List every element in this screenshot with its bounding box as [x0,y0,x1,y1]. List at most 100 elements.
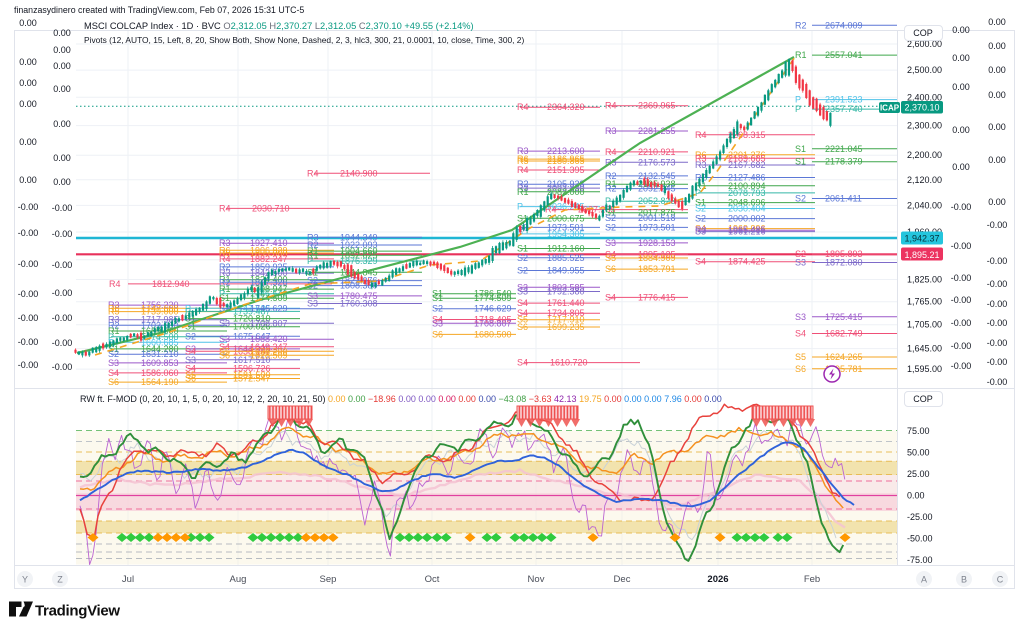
svg-text:2030.710: 2030.710 [252,203,290,213]
svg-text:R6: R6 [219,245,231,255]
svg-text:2186.965: 2186.965 [547,154,585,164]
svg-text:0.00: 0.00 [53,153,71,163]
svg-text:R4: R4 [517,102,529,112]
svg-text:0.00: 0.00 [19,175,37,185]
svg-text:1776.415: 1776.415 [638,292,676,302]
svg-text:1717.985: 1717.985 [141,315,179,325]
svg-text:S4: S4 [695,257,706,267]
svg-text:-0.00: -0.00 [951,241,972,251]
svg-text:-0.00: -0.00 [987,279,1008,289]
svg-text:-0.00: -0.00 [987,338,1008,348]
svg-text:0.00: 0.00 [19,137,37,147]
svg-text:1708.807: 1708.807 [474,318,512,328]
svg-text:R1: R1 [307,250,319,260]
svg-text:0.00: 0.00 [952,53,970,63]
svg-text:R1: R1 [108,326,120,336]
svg-text:COP: COP [913,28,933,38]
svg-text:-0.00: -0.00 [18,337,39,347]
svg-text:S5: S5 [517,315,528,325]
svg-text:-0.00: -0.00 [987,220,1008,230]
svg-text:S5: S5 [605,253,616,263]
svg-text:S1: S1 [695,198,706,208]
svg-text:0.00: 0.00 [53,119,71,129]
svg-text:1739.487: 1739.487 [233,306,271,316]
svg-text:R2: R2 [307,240,319,250]
svg-text:Pivots (12, AUTO, 15, Left, 8,: Pivots (12, AUTO, 15, Left, 8, 20, Show … [84,35,524,45]
svg-text:S2: S2 [307,276,318,286]
svg-text:R4: R4 [545,205,557,215]
svg-text:1564.190: 1564.190 [141,377,179,387]
svg-text:S3: S3 [517,282,528,292]
svg-text:S4: S4 [517,358,528,368]
svg-text:P: P [108,332,114,342]
svg-text:1700.026: 1700.026 [233,322,271,332]
svg-text:1720.810: 1720.810 [233,314,271,324]
svg-text:S4: S4 [219,342,230,352]
svg-text:-0.00: -0.00 [987,357,1008,367]
svg-text:2001.518: 2001.518 [638,213,676,223]
svg-text:P: P [795,95,801,105]
svg-text:S3: S3 [695,227,706,237]
svg-text:ICAP: ICAP [880,104,900,113]
svg-text:-75.00: -75.00 [907,555,933,565]
svg-text:50.00: 50.00 [907,448,930,458]
svg-text:Y: Y [22,575,28,585]
svg-text:R4: R4 [307,168,319,178]
svg-text:0.00: 0.00 [988,155,1006,165]
svg-text:1961.216: 1961.216 [728,227,766,237]
svg-text:S3: S3 [307,299,318,309]
svg-text:R3: R3 [517,146,529,156]
svg-text:-0.00: -0.00 [52,338,73,348]
svg-text:-0.00: -0.00 [52,229,73,239]
svg-text:Sep: Sep [320,574,337,585]
svg-text:1,705.00: 1,705.00 [907,320,942,330]
svg-text:2100.894: 2100.894 [728,181,766,191]
svg-text:S1: S1 [219,293,230,303]
svg-text:S3: S3 [605,238,616,248]
svg-text:S5: S5 [185,370,196,380]
svg-text:S2: S2 [517,253,528,263]
svg-text:R4: R4 [605,101,617,111]
svg-text:1668.420: 1668.420 [250,334,288,344]
svg-text:S4: S4 [695,224,706,234]
svg-text:2030.404: 2030.404 [728,204,766,214]
svg-text:2,370.10: 2,370.10 [904,103,939,113]
svg-text:Feb: Feb [804,574,820,585]
svg-text:2105.938: 2105.938 [547,179,585,189]
svg-text:1,895.21: 1,895.21 [904,250,939,260]
svg-text:S2: S2 [795,249,806,259]
svg-text:R6: R6 [695,150,707,160]
svg-text:-0.00: -0.00 [987,299,1008,309]
svg-text:1638.200: 1638.200 [250,346,288,356]
svg-text:1703.500: 1703.500 [141,320,179,330]
svg-text:2026: 2026 [707,574,728,585]
svg-text:2061.411: 2061.411 [825,194,862,204]
svg-text:1739.000: 1739.000 [141,307,179,317]
svg-text:-0.00: -0.00 [18,289,39,299]
svg-text:2017.875: 2017.875 [638,208,676,218]
svg-text:R2: R2 [517,179,529,189]
svg-text:2213.600: 2213.600 [547,146,585,156]
svg-text:1882.247: 1882.247 [250,254,288,264]
svg-text:1689.000: 1689.000 [141,326,179,336]
svg-text:S4: S4 [185,346,196,356]
svg-text:R4: R4 [219,203,231,213]
svg-text:2000.675: 2000.675 [547,213,585,223]
svg-text:1899.000: 1899.000 [250,248,288,258]
svg-text:2189.685: 2189.685 [728,153,766,163]
svg-text:R1: R1 [695,181,707,191]
svg-text:S2: S2 [695,204,706,214]
svg-text:1817.326: 1817.326 [250,277,288,287]
svg-text:2364.320: 2364.320 [547,102,585,112]
svg-text:0.00: 0.00 [53,28,71,38]
svg-text:1747.600: 1747.600 [141,303,179,313]
svg-text:Z: Z [57,575,63,585]
svg-text:S6: S6 [432,329,443,339]
svg-text:0.00: 0.00 [952,125,970,135]
svg-text:S1: S1 [795,157,806,167]
svg-text:TradingView: TradingView [35,603,120,620]
svg-text:1944.349: 1944.349 [340,232,378,242]
svg-text:-25.00: -25.00 [907,512,933,522]
svg-text:1596.726: 1596.726 [233,363,271,373]
svg-text:S2: S2 [108,349,119,359]
